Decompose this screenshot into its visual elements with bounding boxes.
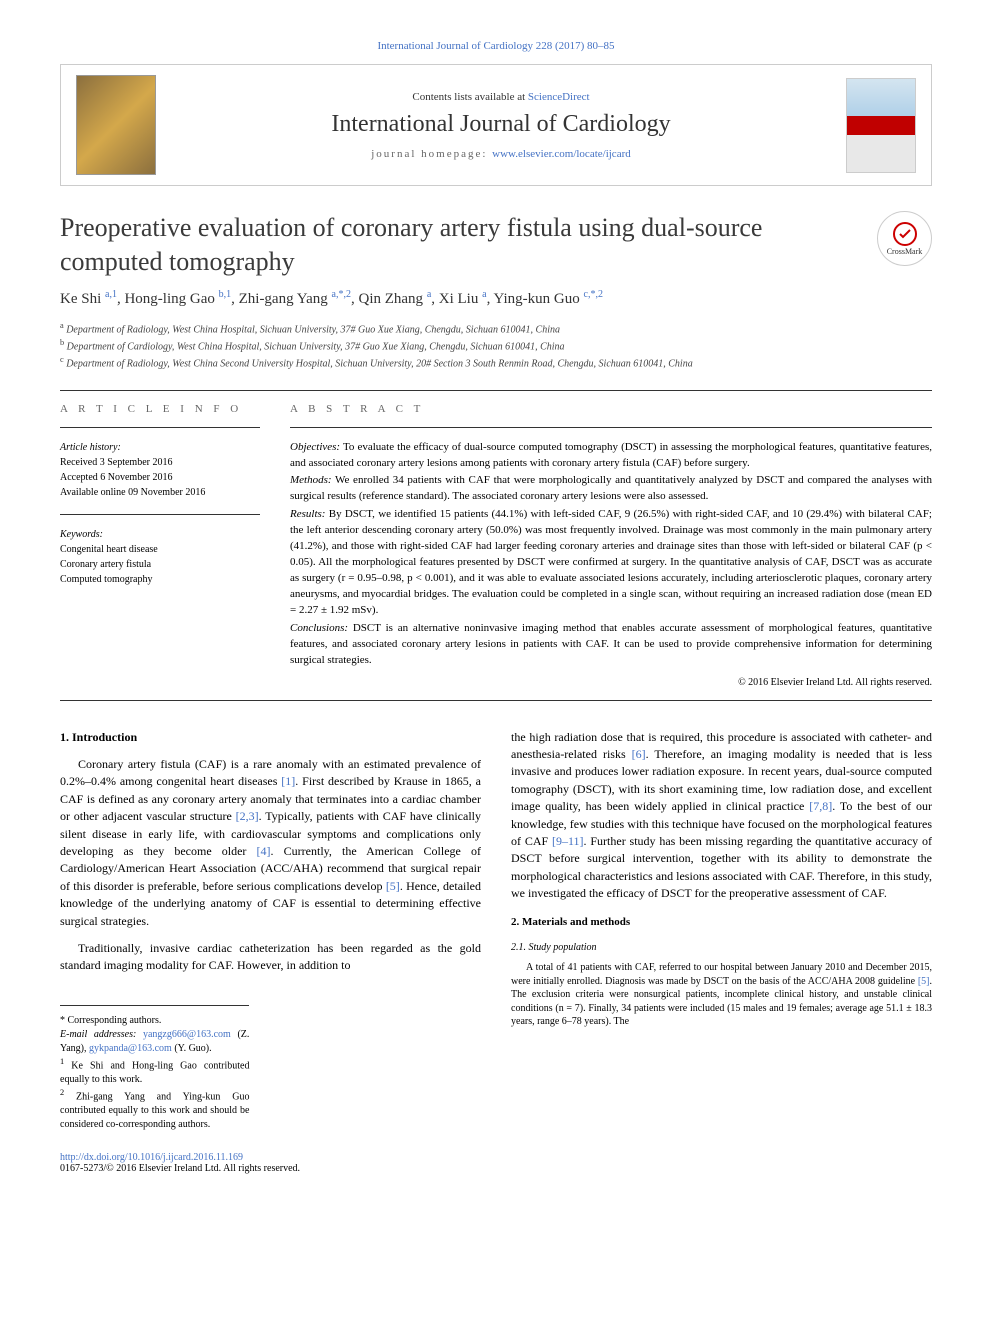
crossmark-icon [892,221,918,247]
affiliations: a Department of Radiology, West China Ho… [60,320,932,372]
keyword: Computed tomography [60,572,260,587]
contents-prefix: Contents lists available at [412,91,527,103]
elsevier-logo [76,75,156,175]
keyword: Congenital heart disease [60,542,260,557]
history-line: Available online 09 November 2016 [60,485,260,500]
issn-copyright: 0167-5273/© 2016 Elsevier Ireland Ltd. A… [60,1163,300,1174]
abstract-heading: a b s t r a c t [290,403,932,415]
corresponding-note: * Corresponding authors. [60,1014,249,1028]
abstract-section: Conclusions: DSCT is an alternative noni… [290,621,932,669]
section-heading-methods: 2. Materials and methods [511,915,932,931]
intro-continuation: the high radiation dose that is required… [511,729,932,903]
journal-title: International Journal of Cardiology [156,111,846,138]
abstract-section: Objectives: To evaluate the efficacy of … [290,440,932,472]
crossmark-label: CrossMark [887,247,923,256]
footnote-2: 2 Zhi-gang Yang and Ying-kun Guo contrib… [60,1087,249,1132]
divider [60,390,932,391]
email-link-2[interactable]: gykpanda@163.com [89,1043,172,1054]
abstract-section: Methods: We enrolled 34 patients with CA… [290,473,932,505]
keywords-label: Keywords: [60,527,260,542]
affiliation: a Department of Radiology, West China Ho… [60,320,932,337]
page-footer: http://dx.doi.org/10.1016/j.ijcard.2016.… [60,1152,932,1174]
abstract: a b s t r a c t Objectives: To evaluate … [290,403,932,688]
homepage-prefix: journal homepage: [371,148,492,160]
methods-paragraph: A total of 41 patients with CAF, referre… [511,961,932,1029]
divider [60,514,260,515]
article-info-heading: a r t i c l e i n f o [60,403,260,415]
crossmark-badge[interactable]: CrossMark [877,211,932,266]
journal-header: Contents lists available at ScienceDirec… [60,64,932,186]
affiliation: c Department of Radiology, West China Se… [60,354,932,371]
history-line: Received 3 September 2016 [60,455,260,470]
divider [290,427,932,428]
doi-link[interactable]: http://dx.doi.org/10.1016/j.ijcard.2016.… [60,1152,243,1163]
homepage-line: journal homepage: www.elsevier.com/locat… [156,148,846,160]
divider [60,427,260,428]
journal-cover-thumbnail [846,78,916,173]
section-heading-intro: 1. Introduction [60,729,481,746]
affiliation: b Department of Cardiology, West China H… [60,337,932,354]
email-link-1[interactable]: yangzg666@163.com [143,1029,231,1040]
body-paragraph: Traditionally, invasive cardiac catheter… [60,940,481,975]
footnotes: * Corresponding authors. E-mail addresse… [60,1005,249,1133]
history-line: Accepted 6 November 2016 [60,470,260,485]
article-info-sidebar: a r t i c l e i n f o Article history: R… [60,403,260,688]
homepage-link[interactable]: www.elsevier.com/locate/ijcard [492,148,631,160]
email-who-2: (Y. Guo). [172,1043,212,1054]
contents-line: Contents lists available at ScienceDirec… [156,91,846,103]
divider [60,700,932,701]
email-line: E-mail addresses: yangzg666@163.com (Z. … [60,1028,249,1056]
article-title: Preoperative evaluation of coronary arte… [60,211,857,279]
abstract-copyright: © 2016 Elsevier Ireland Ltd. All rights … [290,677,932,688]
sciencedirect-link[interactable]: ScienceDirect [528,91,590,103]
authors-list: Ke Shi a,1, Hong-ling Gao b,1, Zhi-gang … [60,289,932,308]
subsection-heading-population: 2.1. Study population [511,941,932,956]
abstract-section: Results: By DSCT, we identified 15 patie… [290,507,932,619]
left-column: 1. Introduction Coronary artery fistula … [60,729,481,1133]
history-label: Article history: [60,440,260,455]
right-column: the high radiation dose that is required… [511,729,932,1133]
footnote-1: 1 Ke Shi and Hong-ling Gao contributed e… [60,1056,249,1087]
body-paragraph: Coronary artery fistula (CAF) is a rare … [60,756,481,930]
email-label: E-mail addresses: [60,1029,143,1040]
top-citation: International Journal of Cardiology 228 … [60,40,932,52]
keyword: Coronary artery fistula [60,557,260,572]
